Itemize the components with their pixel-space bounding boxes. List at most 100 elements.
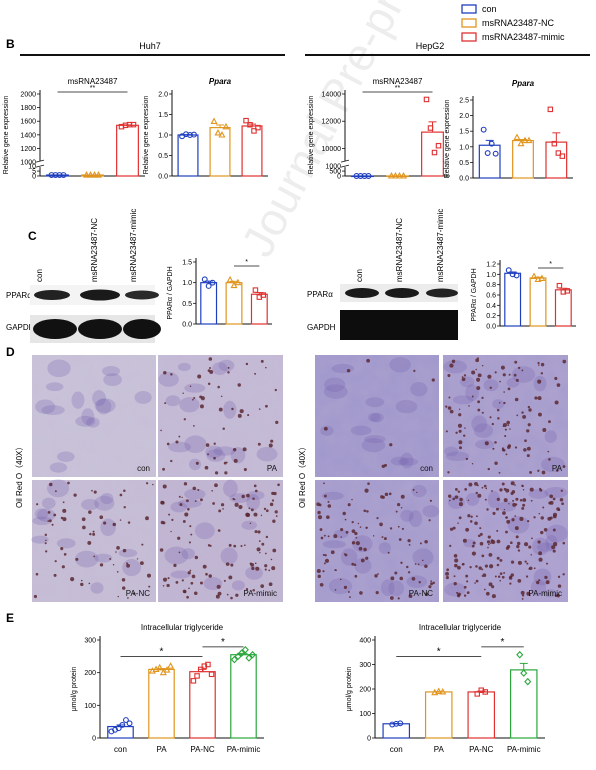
lipid-droplet	[445, 576, 449, 580]
cell-nucleus	[389, 357, 412, 373]
lipid-droplet	[116, 545, 120, 550]
micrograph-pa-mimic: PA-mimic	[443, 480, 568, 602]
lipid-droplet	[557, 575, 561, 579]
lipid-droplet	[515, 535, 519, 539]
lipid-droplet	[510, 481, 515, 486]
data-point	[431, 688, 439, 696]
lipid-droplet	[488, 543, 490, 546]
cell-nucleus	[370, 412, 384, 423]
lipid-droplet	[531, 537, 533, 540]
cell-nucleus	[247, 490, 265, 500]
lipid-droplet	[519, 498, 523, 502]
lipid-droplet	[250, 508, 254, 512]
lipid-droplet	[35, 572, 39, 576]
micrograph-pa-nc: PA-NC	[31, 479, 156, 602]
lipid-droplet	[62, 517, 67, 522]
y-tick-label: 12000	[322, 119, 342, 126]
lipid-droplet	[396, 503, 401, 507]
cell-nucleus	[497, 501, 517, 512]
lipid-droplet	[424, 564, 428, 568]
lipid-droplet	[469, 520, 473, 523]
lipid-droplet	[379, 522, 383, 527]
data-point	[122, 717, 129, 723]
lipid-droplet	[387, 551, 390, 554]
data-point	[210, 117, 218, 125]
axis-break-mark	[35, 164, 45, 168]
cell-nucleus	[398, 457, 419, 466]
data-point	[365, 173, 372, 179]
lipid-droplet	[503, 401, 506, 405]
lipid-droplet	[270, 558, 273, 561]
lipid-droplet	[422, 559, 424, 562]
axis-break-mark	[340, 164, 350, 168]
lipid-droplet	[522, 498, 527, 502]
lipid-droplet	[471, 544, 475, 548]
lipid-droplet	[472, 541, 476, 545]
cell-nucleus	[544, 486, 568, 499]
lipid-droplet	[225, 562, 230, 566]
lipid-droplet	[499, 558, 503, 562]
lipid-droplet	[494, 461, 498, 465]
lipid-droplet	[525, 575, 529, 578]
y-tick-label: 2.0	[158, 92, 168, 99]
lipid-droplet	[93, 490, 97, 494]
sig-label: *	[245, 259, 248, 266]
lipid-droplet	[389, 443, 393, 447]
data-point	[163, 666, 171, 673]
lipid-droplet	[519, 516, 524, 522]
cell-nucleus	[328, 578, 353, 595]
lipid-droplet	[554, 400, 559, 405]
lipid-droplet	[453, 582, 457, 586]
lipid-droplet	[334, 589, 337, 591]
lipid-droplet	[109, 557, 112, 560]
y-axis-label: μmol/g protein	[346, 667, 353, 712]
lipid-droplet	[465, 457, 469, 461]
panel-c-letter: C	[28, 229, 37, 243]
lipid-droplet	[522, 414, 527, 419]
y-tick-label: 10	[28, 164, 36, 171]
lipid-droplet	[344, 553, 348, 557]
lipid-droplet	[227, 371, 230, 374]
lipid-droplet	[245, 588, 249, 591]
lipid-droplet	[148, 585, 151, 588]
lipid-droplet	[268, 569, 271, 572]
bar	[467, 691, 496, 739]
lipid-droplet	[459, 497, 463, 502]
lipid-droplet	[505, 516, 508, 519]
cell-nucleus	[47, 479, 70, 498]
data-point	[516, 650, 524, 659]
lipid-droplet	[390, 576, 395, 581]
lipid-droplet	[501, 482, 505, 486]
sig-label: **	[90, 85, 96, 92]
lipid-droplet	[82, 525, 86, 530]
blot-label-ppara-huh7: PPARα	[6, 291, 32, 300]
lipid-droplet	[475, 565, 478, 568]
lipid-droplet	[408, 594, 413, 599]
lipid-droplet	[185, 499, 189, 503]
lipid-droplet	[546, 562, 549, 565]
lipid-droplet	[517, 366, 521, 370]
lipid-droplet	[522, 489, 525, 491]
cell-label-hepg2: HepG2	[416, 41, 445, 51]
lipid-droplet	[53, 513, 57, 517]
cell-nucleus	[179, 397, 200, 413]
lipid-droplet	[517, 579, 522, 583]
lipid-droplet	[317, 574, 321, 579]
y-tick-label: 1.0	[459, 144, 469, 151]
bar	[107, 725, 134, 739]
lipid-droplet	[509, 582, 512, 585]
cell-nucleus	[352, 535, 373, 553]
lipid-droplet	[324, 554, 327, 557]
lipid-droplet	[216, 584, 221, 589]
lipid-droplet	[514, 446, 518, 449]
lipid-droplet	[488, 553, 493, 557]
data-point	[167, 662, 175, 669]
lipid-droplet	[92, 530, 95, 533]
lipid-droplet	[556, 383, 561, 387]
lipid-droplet	[182, 392, 184, 395]
lipid-droplet	[197, 489, 200, 491]
lipid-droplet	[461, 563, 464, 566]
blot-band	[33, 319, 77, 339]
data-point	[482, 689, 488, 695]
lipid-droplet	[67, 481, 70, 485]
